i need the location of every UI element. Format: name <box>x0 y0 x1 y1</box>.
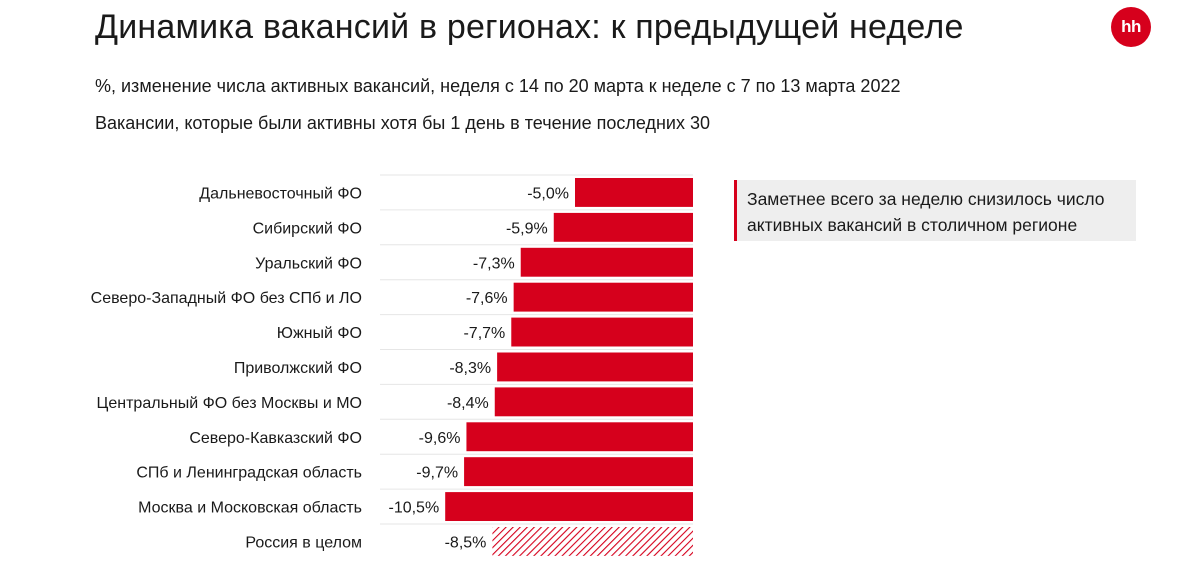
data-label: -5,9% <box>506 220 548 237</box>
bar <box>494 387 693 417</box>
data-label: -9,7% <box>416 465 458 482</box>
bar <box>445 492 693 521</box>
chart-subtitle: %, изменение числа активных вакансий, не… <box>95 76 901 96</box>
category-label: Южный ФО <box>277 325 362 342</box>
bar <box>575 178 693 207</box>
callout-note: Заметнее всего за неделю снизилось число… <box>734 180 1136 241</box>
category-label: Приволжский ФО <box>234 360 362 377</box>
data-label: -8,4% <box>447 395 489 412</box>
bar <box>464 457 693 487</box>
page-title: Динамика вакансий в регионах: к предыдущ… <box>95 8 964 46</box>
data-label: -10,5% <box>388 500 439 517</box>
data-label: -8,3% <box>449 360 491 377</box>
category-label: Сибирский ФО <box>253 220 362 237</box>
category-label: Северо-Западный ФО без СПб и ЛО <box>91 290 362 307</box>
bar <box>511 317 693 347</box>
chart-note: Вакансии, которые были активны хотя бы 1… <box>95 113 710 133</box>
data-label: -7,7% <box>463 325 505 342</box>
category-label: Северо-Кавказский ФО <box>189 430 362 447</box>
data-label: -9,6% <box>419 430 461 447</box>
bar <box>553 212 693 242</box>
data-label: -7,6% <box>466 290 508 307</box>
category-label: Россия в целом <box>245 534 362 551</box>
category-label: СПб и Ленинградская область <box>136 465 362 482</box>
data-label: -8,5% <box>445 534 487 551</box>
data-label: -5,0% <box>527 185 569 202</box>
data-label: -7,3% <box>473 255 515 272</box>
hh-logo: hh <box>1111 7 1151 47</box>
category-label: Центральный ФО без Москвы и МО <box>97 395 362 412</box>
bar <box>497 352 693 382</box>
bar <box>492 527 693 556</box>
bar <box>520 247 693 277</box>
bar <box>513 282 693 312</box>
category-label: Уральский ФО <box>255 255 362 272</box>
category-label: Москва и Московская область <box>138 500 362 517</box>
bar <box>466 422 693 452</box>
category-label: Дальневосточный ФО <box>199 185 362 202</box>
